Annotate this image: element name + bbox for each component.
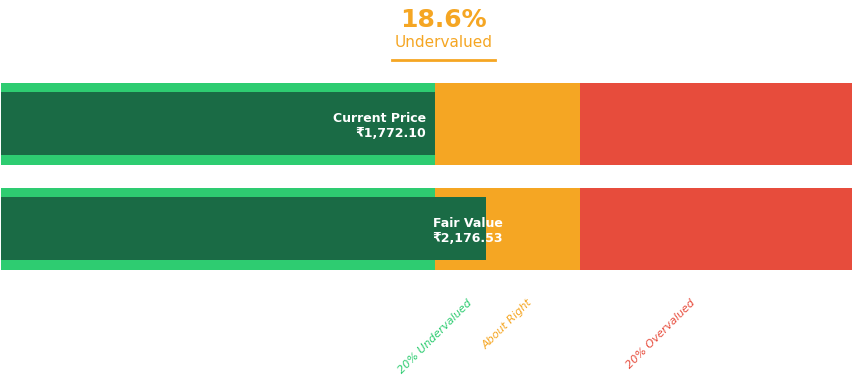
Text: 18.6%: 18.6% (400, 8, 486, 32)
Text: About Right: About Right (480, 298, 533, 352)
Bar (435, 188, 579, 270)
Bar (2, 198, 485, 260)
Bar (2, 83, 435, 165)
Text: 20% Overvalued: 20% Overvalued (624, 298, 697, 370)
Bar (2, 188, 435, 270)
Text: Current Price
₹1,772.10: Current Price ₹1,772.10 (333, 112, 426, 140)
Bar (579, 83, 850, 165)
Text: 20% Undervalued: 20% Undervalued (395, 298, 473, 375)
Text: Fair Value
₹2,176.53: Fair Value ₹2,176.53 (432, 217, 502, 245)
Text: Undervalued: Undervalued (394, 35, 492, 51)
Bar (2, 92, 435, 155)
Bar (579, 188, 850, 270)
Bar (435, 83, 579, 165)
